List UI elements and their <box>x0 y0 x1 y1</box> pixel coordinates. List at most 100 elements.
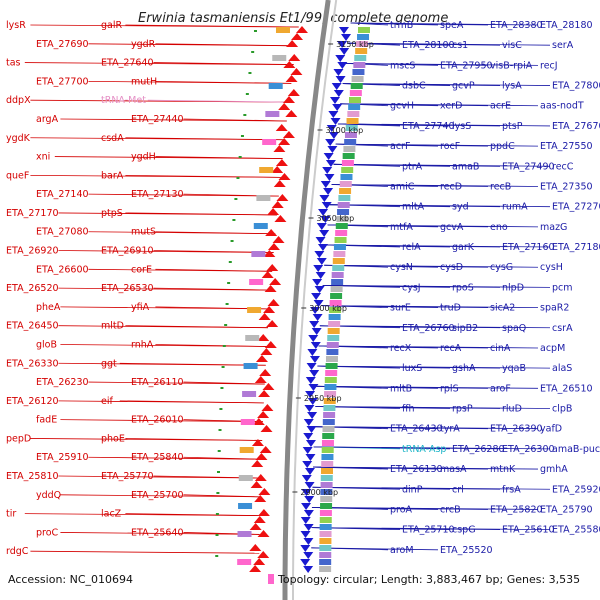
gene-label-cysd: cysD <box>440 262 463 273</box>
feature-tick <box>215 534 219 536</box>
gene-label-tas: tas <box>6 58 21 69</box>
gene-label-eta-27800: ETA_27800 <box>552 81 600 92</box>
leader-line <box>183 381 265 385</box>
gene-label-gsha: gshA <box>452 363 476 374</box>
leader-line <box>153 287 271 291</box>
gene-arrow-plus <box>302 447 313 454</box>
gene-label-yfia: yfiA <box>131 302 150 313</box>
gene-label-pcm: pcm <box>552 282 573 293</box>
gene-category-block <box>355 48 368 54</box>
gene-label-eta-25640: ETA_25640 <box>131 527 184 538</box>
gene-arrow-minus <box>254 474 267 481</box>
feature-tick <box>234 198 238 200</box>
gene-label-spea: speA <box>440 20 464 31</box>
gene-arrow-minus <box>255 355 268 362</box>
gene-label-acpm: acpM <box>540 343 565 354</box>
gene-category-block <box>237 559 252 565</box>
gene-category-block <box>341 160 354 166</box>
leader-line <box>155 268 273 272</box>
gene-category-block <box>354 55 367 61</box>
gene-category-block <box>334 237 347 243</box>
gene-arrow-plus <box>326 125 337 132</box>
kbp-label-2900-kbp: 2900 kbp <box>300 488 338 497</box>
gene-category-block <box>344 139 357 145</box>
gene-label-aas-nodt: aas-nodT <box>540 101 584 112</box>
gene-label-acrf: acrF <box>390 141 410 152</box>
leader-line <box>155 80 292 84</box>
gene-arrow-minus <box>264 341 277 348</box>
gene-label-recd: recD <box>440 181 462 192</box>
gene-label-eif: eif <box>101 396 113 407</box>
gene-label-acre: acrE <box>490 101 511 112</box>
gene-arrow-minus <box>266 264 279 271</box>
leader-line <box>335 143 539 147</box>
legend-swatch <box>268 574 274 584</box>
gene-arrow-plus <box>308 335 319 342</box>
gene-category-block <box>325 356 338 362</box>
gene-arrow-plus <box>315 272 326 279</box>
gene-arrow-minus <box>282 131 295 138</box>
leader-line <box>155 231 276 235</box>
gene-label-eta-26510: ETA_26510 <box>540 383 593 394</box>
gene-label-visb-rpia: visB-rpiA <box>490 60 533 71</box>
gene-label-ygdr: ygdR <box>131 39 156 50</box>
gene-category-block <box>328 321 341 327</box>
gene-category-block <box>265 111 280 117</box>
gene-label-cina: cinA <box>490 343 511 354</box>
gene-label-syd: syd <box>452 202 469 213</box>
gene-label-eta-27700: ETA_27700 <box>36 76 89 87</box>
feature-tick <box>215 513 219 515</box>
gene-label-eta-26300: ETA_26300 <box>502 444 555 455</box>
gene-label-masa: masA <box>440 464 467 475</box>
gene-arrow-minus <box>258 313 271 320</box>
gene-arrow-minus <box>249 523 262 530</box>
topology-value: Topology: circular; Length: 3,883,467 bp… <box>278 573 581 586</box>
gene-category-block <box>323 412 336 418</box>
gene-arrow-plus <box>309 356 320 363</box>
gene-arrow-plus <box>305 440 316 447</box>
gene-arrow-minus <box>278 138 291 145</box>
gene-label-eta-25810: ETA_25810 <box>6 471 59 482</box>
gene-label-muth: mutH <box>131 76 157 87</box>
gene-arrow-minus <box>276 194 289 201</box>
gene-arrow-minus <box>260 348 273 355</box>
gene-label-luxs: luxS <box>402 363 422 374</box>
leader-line <box>155 344 267 347</box>
feature-tick <box>224 324 228 326</box>
gene-label-eta-27640: ETA_27640 <box>101 58 154 69</box>
gene-category-block <box>321 447 334 453</box>
gene-arrow-minus <box>252 418 265 425</box>
gene-label-recx: recX <box>390 343 412 354</box>
gene-label-galr: galR <box>101 20 122 31</box>
gene-label-recb: recB <box>490 181 511 192</box>
gene-label-rpos: rpoS <box>452 282 474 293</box>
gene-label-cysn: cysN <box>390 262 413 273</box>
gene-label-nlpd: nlpD <box>502 282 524 293</box>
kbp-label-3000-kbp: 3000 kbp <box>309 304 347 313</box>
gene-category-block <box>331 279 344 285</box>
leader-line <box>60 532 260 535</box>
accession-text: Accession: NC_010694 <box>8 573 134 586</box>
gene-label-trna-asp: tRNA-Asp <box>402 444 446 455</box>
gene-arrow-minus <box>263 250 276 257</box>
gene-arrow-plus <box>330 97 340 104</box>
gene-label-glob: gloB <box>36 339 57 350</box>
gene-category-block <box>243 363 258 369</box>
gene-arrow-minus <box>262 383 275 390</box>
feature-tick <box>253 30 257 32</box>
gene-arrow-plus <box>339 48 350 55</box>
gene-arrow-plus <box>330 118 341 125</box>
gene-category-block <box>256 195 271 201</box>
gene-arrow-plus <box>335 76 346 83</box>
leader-line <box>318 345 539 349</box>
gene-label-eta-26520: ETA_26520 <box>6 283 59 294</box>
feature-tick <box>245 93 249 95</box>
gene-arrow-plus <box>300 559 311 566</box>
gene-label-mltb: mltB <box>390 383 412 394</box>
feature-tick <box>238 156 242 158</box>
gene-category-block <box>329 307 342 313</box>
gene-arrow-minus <box>259 446 272 453</box>
gene-arrow-plus <box>317 244 328 251</box>
gene-arrow-plus <box>316 258 327 265</box>
gene-category-block <box>326 349 339 355</box>
